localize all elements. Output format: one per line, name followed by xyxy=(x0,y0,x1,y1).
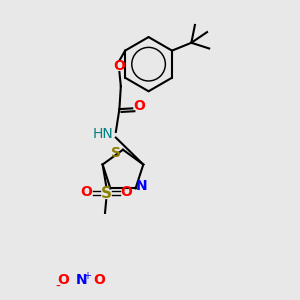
Text: -: - xyxy=(55,280,60,294)
Text: S: S xyxy=(111,146,121,160)
Text: O: O xyxy=(120,184,132,199)
Text: HN: HN xyxy=(93,127,113,141)
Text: N: N xyxy=(76,273,87,287)
Text: S: S xyxy=(101,185,112,200)
Text: N: N xyxy=(135,179,147,193)
Text: +: + xyxy=(83,272,91,281)
Text: O: O xyxy=(80,184,92,199)
Text: O: O xyxy=(93,273,105,287)
Text: O: O xyxy=(113,59,125,73)
Text: O: O xyxy=(58,273,69,287)
Text: O: O xyxy=(134,98,145,112)
